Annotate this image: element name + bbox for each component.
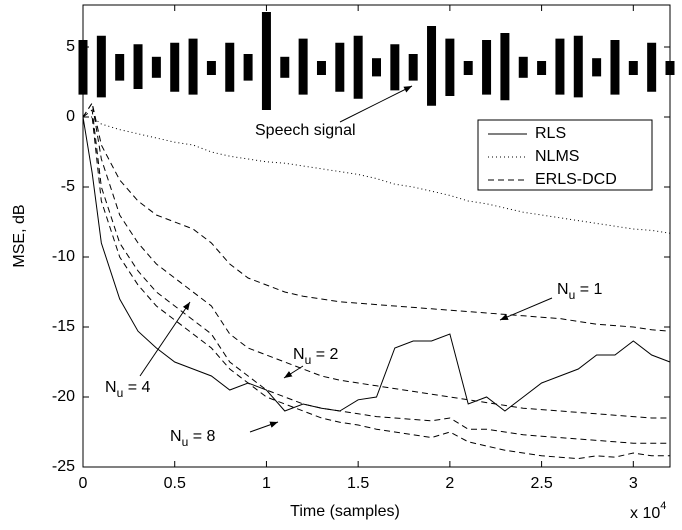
multiplier-exp: 4 xyxy=(660,500,666,512)
curve-label-main: N xyxy=(293,346,305,363)
x-tick-label: 2 xyxy=(445,475,454,492)
x-multiplier: x 104 xyxy=(630,500,666,522)
x-axis-label: Time (samples) xyxy=(290,503,400,520)
x-tick-label: 1.5 xyxy=(347,475,369,492)
y-tick-label: -10 xyxy=(52,248,75,265)
curve-label-sub: u xyxy=(569,288,576,302)
curve-label-rest: = 1 xyxy=(575,281,602,298)
x-tick-label: 2.5 xyxy=(530,475,552,492)
curve-label-rest: = 2 xyxy=(311,346,338,363)
annotation-arrow xyxy=(139,301,191,377)
y-tick-label: 5 xyxy=(66,38,75,55)
legend-label: RLS xyxy=(535,125,566,142)
annotation: Speech signal xyxy=(255,122,356,139)
curve-label-main: N xyxy=(170,428,182,445)
multiplier-base: x 10 xyxy=(630,505,660,522)
curve-label-main: N xyxy=(557,281,569,298)
series-line xyxy=(82,101,670,419)
curve-label: Nu = 4 xyxy=(105,379,150,400)
curve-label: Nu = 1 xyxy=(557,281,602,302)
y-axis-label: MSE, dB xyxy=(11,204,28,267)
annotation-arrow xyxy=(339,85,413,123)
curve-labels: Nu = 1 Nu = 2 Nu = 4 Nu = 8 xyxy=(105,281,602,449)
y-tick-label: -25 xyxy=(52,458,75,475)
x-tick-label: 0.5 xyxy=(164,475,186,492)
series-line xyxy=(82,101,671,332)
y-tick-label: -15 xyxy=(52,318,75,335)
curve-label-main: N xyxy=(105,379,117,396)
series-line xyxy=(83,116,671,234)
series-line xyxy=(82,116,671,412)
curve-label-rest: = 8 xyxy=(188,428,215,445)
curve-label: Nu = 2 xyxy=(293,346,338,367)
series-line xyxy=(82,109,670,444)
x-tick-label: 1 xyxy=(262,475,271,492)
curve-label-sub: u xyxy=(305,353,312,367)
legend-box xyxy=(477,119,653,191)
annotation-arrow xyxy=(249,421,279,433)
x-tick-label: 0 xyxy=(79,475,88,492)
series-line xyxy=(83,116,670,460)
y-tick-label: -20 xyxy=(52,388,75,405)
legend-label: NLMS xyxy=(535,148,579,165)
y-tick-label: -5 xyxy=(61,178,75,195)
y-tick-label: 0 xyxy=(66,108,75,125)
annotation-arrow xyxy=(499,297,553,321)
curve-label-sub: u xyxy=(117,386,124,400)
curve-label: Nu = 8 xyxy=(170,428,215,449)
x-tick-label: 3 xyxy=(629,475,638,492)
curve-label-sub: u xyxy=(182,435,189,449)
plot-frame xyxy=(82,4,671,468)
legend-label: ERLS-DCD xyxy=(535,171,617,188)
curve-label-rest: = 4 xyxy=(123,379,150,396)
